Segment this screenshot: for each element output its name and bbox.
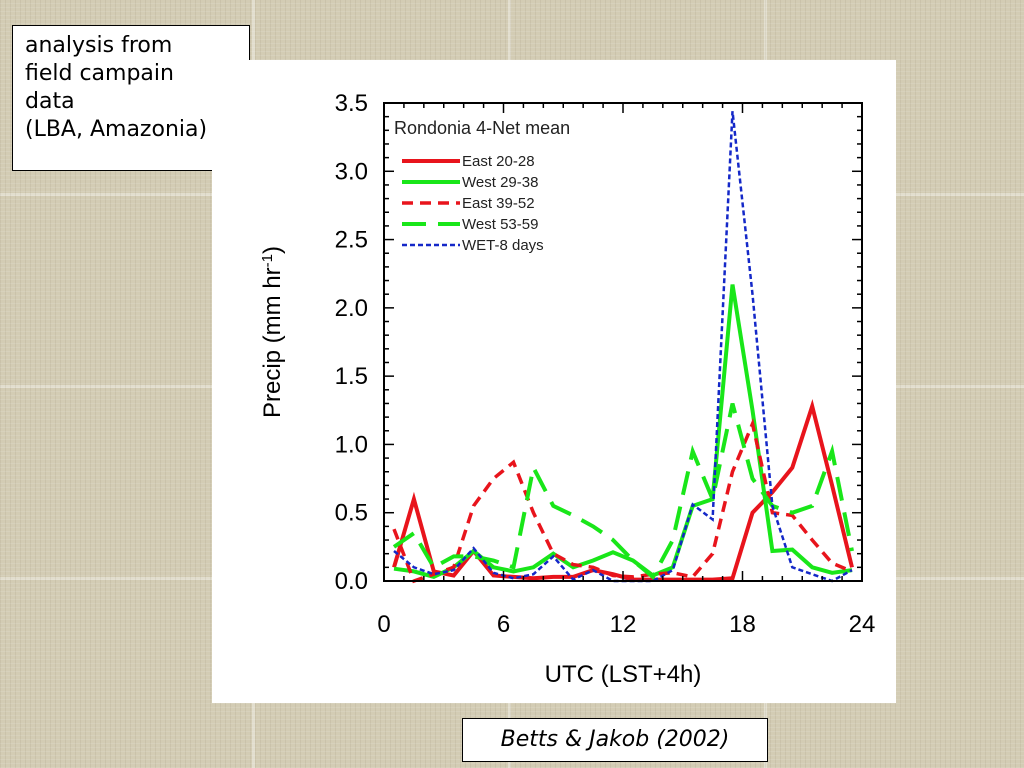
y-axis-title: Precip (mm hr-1) [259,246,287,418]
y-tick-label: 0.5 [335,500,368,527]
legend-label-2: East 39-52 [462,195,535,212]
note-line: data [25,89,75,114]
legend-label-3: West 53-59 [462,216,538,233]
x-axis-title: UTC (LST+4h) [545,661,702,688]
y-tick-label: 1.0 [335,431,368,458]
y-tick-label: 0.0 [335,568,368,595]
y-axis-title-main: Precip (mm hr [259,267,286,418]
chart-panel: 0.0 0.5 1.0 1.5 2.0 2.5 3.0 3.5 0 6 12 18 24 Precip … [212,60,896,703]
x-tick-label: 6 [497,611,510,638]
y-tick-label: 3.5 [335,90,368,117]
legend-label-0: East 20-28 [462,153,535,170]
series-line-1 [393,284,853,580]
series-line-0 [392,398,854,582]
y-tick-label: 2.5 [335,227,368,254]
x-tick-label: 24 [849,611,876,638]
legend-label-4: WET-8 days [462,237,544,254]
note-line: (LBA, Amazonia) [25,117,208,142]
y-axis-title-close: ) [259,246,286,254]
x-tick-label: 0 [377,611,390,638]
y-axis-title-sup: -1 [259,254,276,267]
note-line: analysis from [25,33,173,58]
series-line-3 [392,402,854,580]
y-tick-label: 2.0 [335,295,368,322]
x-tick-label: 18 [729,611,756,638]
legend-label-1: West 29-38 [462,174,538,191]
citation-box: Betts & Jakob (2002) [462,718,768,762]
y-tick-label: 3.0 [335,158,368,185]
x-tick-label: 12 [610,611,637,638]
note-line: field campain [25,61,174,86]
legend-title: Rondonia 4-Net mean [394,118,570,138]
plot-frame [383,102,863,582]
y-tick-label: 1.5 [335,363,368,390]
precip-chart: 0.0 0.5 1.0 1.5 2.0 2.5 3.0 3.5 0 6 12 18 24 Precip … [259,90,876,688]
legend: East 20-28 West 29-38 East 39-52 West 53-59… [402,153,544,254]
annotation-note-box: analysis from field campain data (LBA, A… [12,25,250,171]
axes-layer: 0.0 0.5 1.0 1.5 2.0 2.5 3.0 3.5 0 6 12 18 24 [335,90,876,638]
